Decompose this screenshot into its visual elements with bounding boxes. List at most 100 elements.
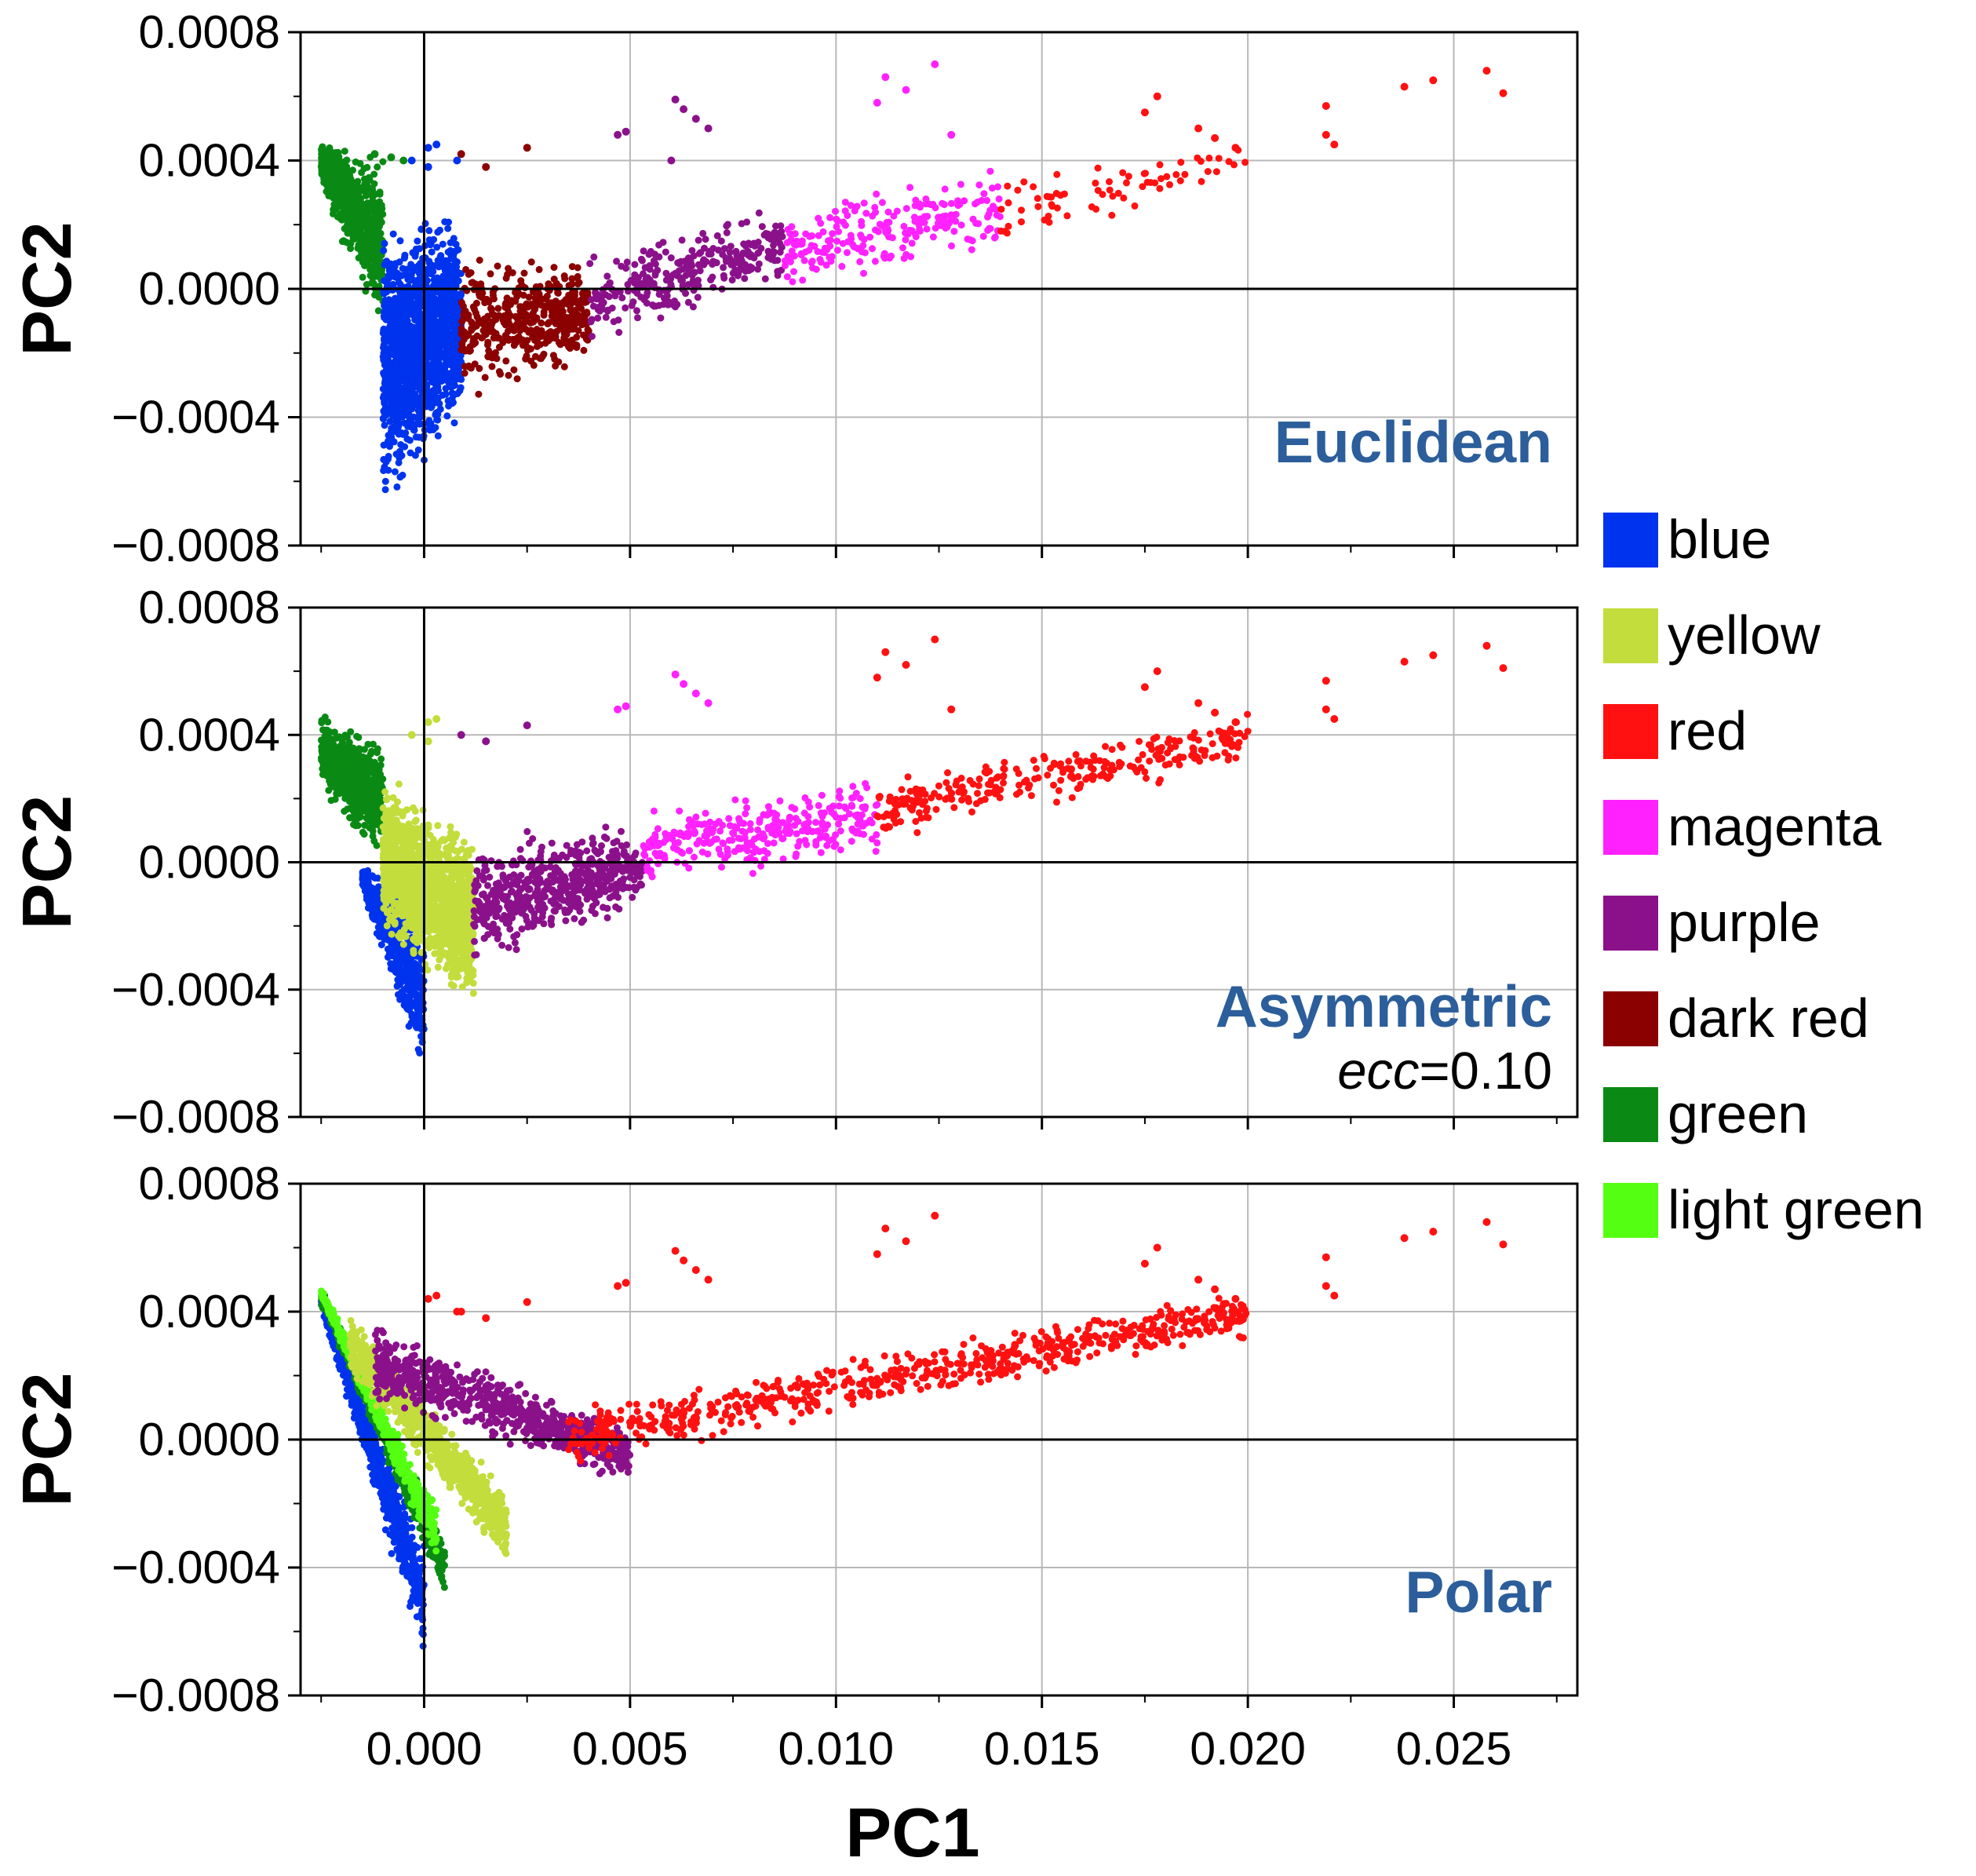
data-point: [359, 206, 367, 214]
data-point: [872, 226, 879, 234]
data-point: [651, 250, 659, 258]
data-point: [395, 383, 403, 391]
data-point: [436, 400, 443, 407]
data-point: [833, 246, 841, 254]
data-point: [562, 313, 570, 321]
data-point: [948, 242, 955, 250]
data-point: [931, 60, 939, 68]
data-point: [1147, 179, 1154, 186]
data-point: [754, 265, 762, 273]
data-point: [494, 262, 501, 270]
data-point: [946, 218, 953, 226]
data-point: [1018, 218, 1025, 226]
data-point: [327, 151, 335, 159]
data-point: [860, 199, 868, 207]
y-tick-label: −0.0004: [111, 392, 280, 443]
data-point: [472, 299, 480, 307]
data-point: [839, 239, 847, 247]
data-point: [585, 327, 592, 335]
data-point: [991, 233, 999, 241]
data-point: [452, 320, 460, 328]
data-point: [711, 258, 719, 266]
data-point: [458, 325, 465, 332]
data-point: [361, 262, 369, 269]
data-point: [523, 144, 531, 152]
data-point: [691, 115, 700, 123]
data-point: [403, 272, 411, 279]
data-point: [414, 358, 422, 366]
data-point: [838, 262, 846, 270]
data-point: [424, 162, 432, 171]
data-point: [555, 339, 563, 346]
data-point: [555, 358, 563, 366]
data-point: [428, 403, 436, 411]
data-point: [1172, 170, 1180, 178]
data-point: [342, 207, 349, 215]
data-point: [453, 294, 461, 301]
data-point: [880, 250, 888, 257]
data-point: [475, 390, 483, 398]
data-point: [355, 779, 363, 787]
data-point: [908, 239, 916, 247]
data-point: [1197, 158, 1205, 165]
data-point: [549, 352, 557, 360]
data-point: [791, 230, 799, 238]
data-point: [505, 265, 512, 272]
data-point: [436, 253, 444, 261]
data-point: [516, 303, 524, 311]
data-point: [651, 302, 658, 310]
data-point: [376, 190, 384, 198]
data-point: [822, 261, 830, 269]
data-point: [453, 276, 460, 283]
data-point: [377, 941, 385, 949]
data-point: [380, 441, 388, 449]
data-point: [445, 276, 453, 284]
data-point: [1108, 211, 1116, 219]
data-point: [534, 301, 542, 308]
data-point: [1225, 158, 1233, 166]
data-point: [385, 936, 392, 944]
data-point: [372, 768, 380, 776]
data-point: [717, 237, 725, 245]
data-point: [398, 302, 406, 309]
data-point: [425, 227, 433, 235]
data-point: [1131, 202, 1139, 210]
y-tick-label: −0.0008: [111, 520, 280, 571]
data-point: [797, 250, 805, 257]
data-point: [507, 301, 515, 308]
data-point: [599, 291, 606, 299]
data-point: [330, 769, 338, 777]
data-point: [458, 375, 465, 383]
data-point: [729, 269, 737, 277]
data-point: [680, 105, 688, 114]
data-point: [994, 183, 1001, 191]
data-point: [399, 156, 408, 165]
data-point: [407, 396, 414, 404]
data-point: [367, 818, 375, 825]
data-point: [326, 144, 334, 151]
data-point: [954, 202, 962, 210]
data-point: [347, 728, 355, 735]
data-point: [343, 167, 351, 175]
data-point: [387, 153, 396, 162]
data-point: [371, 291, 379, 299]
data-point: [677, 257, 685, 265]
data-point: [1018, 206, 1025, 214]
data-point: [979, 232, 987, 240]
data-point: [685, 267, 693, 274]
data-point: [354, 206, 362, 214]
data-point: [402, 429, 410, 437]
data-point: [388, 269, 396, 277]
data-point: [335, 733, 343, 741]
data-point: [530, 361, 538, 369]
data-point: [381, 343, 388, 351]
data-point: [1034, 195, 1041, 203]
data-point: [473, 313, 481, 321]
data-point: [1198, 177, 1205, 185]
data-point: [1212, 168, 1220, 176]
data-point: [504, 320, 512, 328]
data-point: [389, 794, 397, 801]
data-point: [986, 206, 994, 214]
data-point: [563, 340, 571, 347]
data-point: [401, 400, 409, 407]
